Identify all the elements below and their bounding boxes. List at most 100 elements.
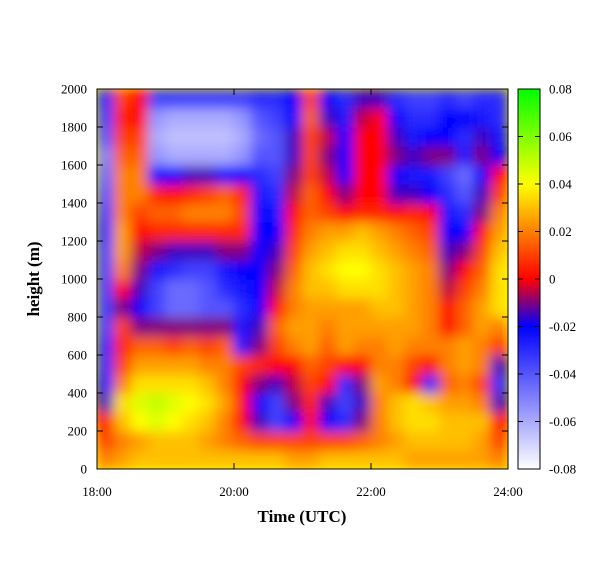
heatmap-cell xyxy=(473,354,492,375)
heatmap-cell xyxy=(301,240,321,261)
heatmap-cell xyxy=(421,392,441,413)
heatmap-cell xyxy=(147,335,167,356)
heatmap-cell xyxy=(233,183,252,204)
heatmap-cell xyxy=(284,183,304,204)
heatmap-cell xyxy=(250,183,269,204)
heatmap-cell xyxy=(336,278,355,299)
heatmap-cell xyxy=(387,430,406,451)
heatmap-cell xyxy=(164,164,184,185)
heatmap-cell xyxy=(250,259,269,280)
heatmap-cell xyxy=(456,430,475,451)
heatmap-cell xyxy=(490,354,508,375)
heatmap-cell xyxy=(456,202,475,223)
heatmap-cell xyxy=(319,164,338,185)
heatmap-cell xyxy=(473,430,492,451)
heatmap-cell xyxy=(438,392,458,413)
y-tick-label: 200 xyxy=(68,424,88,439)
heatmap-cell xyxy=(438,411,458,432)
heatmap-cell xyxy=(97,126,115,147)
heatmap-cell xyxy=(130,183,149,204)
x-tick-label: 20:00 xyxy=(219,484,249,499)
heatmap-cell xyxy=(216,411,235,432)
x-tick-label: 22:00 xyxy=(356,484,386,499)
heatmap-cell xyxy=(182,373,201,394)
heatmap-cell xyxy=(301,202,321,223)
heatmap-cell xyxy=(473,202,492,223)
heatmap-cell xyxy=(490,202,508,223)
heatmap-cell xyxy=(336,297,355,318)
heatmap-cell xyxy=(438,316,458,337)
heatmap-cell xyxy=(387,145,406,166)
heatmap-cell xyxy=(370,297,389,318)
heatmap-cell xyxy=(284,278,304,299)
heatmap-cell xyxy=(250,221,269,242)
heatmap-cell xyxy=(199,145,218,166)
heatmap-cell xyxy=(336,449,355,469)
heatmap-cell xyxy=(473,316,492,337)
heatmap-cell xyxy=(421,221,441,242)
colorbar: -0.08 -0.06 -0.04 -0.02 0 0.02 0.04 0.06 0.08 xyxy=(517,82,577,477)
heatmap-cell xyxy=(301,430,321,451)
heatmap-cell xyxy=(199,449,218,469)
heatmap-cell xyxy=(421,202,441,223)
heatmap-cell xyxy=(438,164,458,185)
heatmap-cell xyxy=(113,183,132,204)
heatmap-cell xyxy=(336,411,355,432)
heatmap-cell xyxy=(387,335,406,356)
heatmap-cell xyxy=(336,126,355,147)
heatmap-cell xyxy=(353,221,372,242)
heatmap-cell xyxy=(250,373,269,394)
heatmap-cell xyxy=(284,107,304,128)
heatmap-cell xyxy=(301,449,321,469)
heatmap-cell xyxy=(97,183,115,204)
heatmap-cell xyxy=(216,297,235,318)
heatmap-cell xyxy=(113,411,132,432)
heatmap-cell xyxy=(267,411,286,432)
heatmap-cell xyxy=(199,164,218,185)
heatmap-cell xyxy=(233,259,252,280)
heatmap-cell xyxy=(97,240,115,261)
heatmap-cell xyxy=(438,107,458,128)
heatmap-cell xyxy=(490,411,508,432)
heatmap-cell xyxy=(250,354,269,375)
heatmap-cell xyxy=(490,221,508,242)
heatmap-cell xyxy=(438,221,458,242)
heatmap-cell xyxy=(164,259,184,280)
heatmap-cell xyxy=(250,449,269,469)
y-tick-label: 1600 xyxy=(61,158,87,173)
heatmap-cell xyxy=(438,89,458,109)
heatmap-cell xyxy=(216,107,235,128)
heatmap-cell xyxy=(284,430,304,451)
heatmap-cell xyxy=(164,392,184,413)
heatmap-cell xyxy=(97,354,115,375)
heatmap-cell xyxy=(284,126,304,147)
heatmap-cell xyxy=(473,335,492,356)
heatmap-cell xyxy=(233,278,252,299)
heatmap-cell xyxy=(97,107,115,128)
heatmap-cell xyxy=(336,164,355,185)
heatmap-cell xyxy=(353,411,372,432)
heatmap-cell xyxy=(353,183,372,204)
heatmap-cell xyxy=(319,259,338,280)
heatmap-cell xyxy=(387,221,406,242)
heatmap-cell xyxy=(284,392,304,413)
heatmap-cell xyxy=(336,107,355,128)
heatmap-cell xyxy=(130,335,149,356)
heatmap-cell xyxy=(421,126,441,147)
heatmap-cell xyxy=(404,145,423,166)
heatmap-cell xyxy=(147,89,167,109)
heatmap-cell xyxy=(319,202,338,223)
heatmap-cell xyxy=(370,373,389,394)
heatmap-cell xyxy=(456,449,475,469)
heatmap-cell xyxy=(182,126,201,147)
heatmap-cell xyxy=(182,430,201,451)
heatmap-cell xyxy=(301,164,321,185)
heatmap-cell xyxy=(353,335,372,356)
heatmap-cell xyxy=(421,373,441,394)
heatmap-cell xyxy=(387,316,406,337)
heatmap-cell xyxy=(438,449,458,469)
heatmap-cell xyxy=(353,430,372,451)
colorbar-tick-label: -0.04 xyxy=(549,367,577,382)
heatmap-cell xyxy=(490,278,508,299)
heatmap-cell xyxy=(147,240,167,261)
